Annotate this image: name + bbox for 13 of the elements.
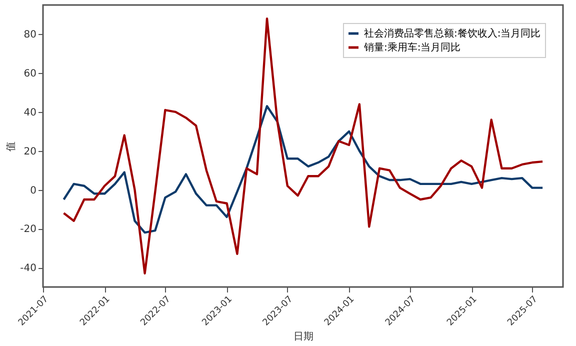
- x-axis-title: 日期: [294, 330, 314, 342]
- y-tick-label: 80: [24, 30, 36, 41]
- y-axis-title: 值: [6, 142, 18, 152]
- y-tick-label: 0: [30, 185, 36, 196]
- y-tick-label: 40: [24, 107, 36, 118]
- line-series: [62, 105, 544, 234]
- y-tick-label: -20: [20, 224, 36, 236]
- legend-label: 销量:乘用车:当月同比: [363, 42, 461, 54]
- y-tick-label: 20: [24, 146, 36, 158]
- y-tick-label: 60: [24, 68, 36, 80]
- legend-label: 社会消费品零售总额:餐饮收入:当月同比: [364, 28, 541, 40]
- line-series: [62, 18, 544, 274]
- y-tick-label: -40: [20, 263, 36, 274]
